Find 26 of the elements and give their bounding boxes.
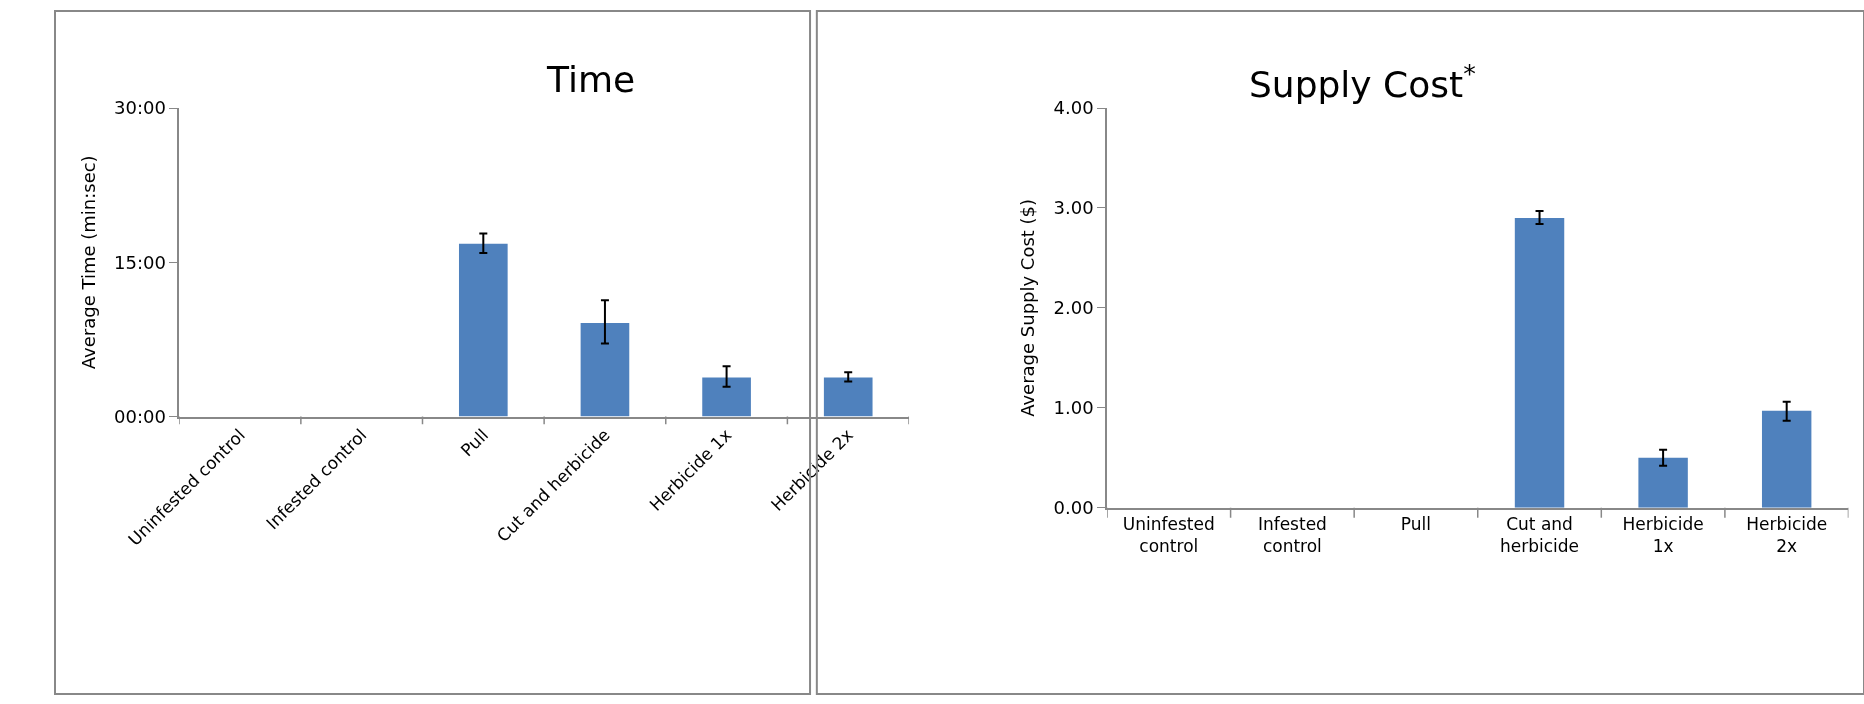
- y-tick-label: 0.00: [1053, 497, 1094, 519]
- bar: [1514, 217, 1565, 508]
- x-tick-label: Infested control: [1257, 513, 1327, 556]
- y-axis-title: Average Time (min:sec): [77, 155, 99, 370]
- bar: [823, 377, 873, 417]
- x-tick-label: Pull: [456, 424, 493, 461]
- bar: [1638, 457, 1688, 508]
- chart-title: Time: [546, 59, 636, 100]
- bar: [702, 377, 751, 417]
- x-tick-label: Pull: [1400, 513, 1432, 534]
- bar: [580, 322, 630, 417]
- x-tick-label: Uninfested control: [1122, 513, 1215, 556]
- y-tick-label: 15:00: [114, 251, 166, 273]
- bar: [458, 243, 508, 417]
- y-tick-label: 2.00: [1053, 297, 1094, 319]
- y-axis-title: Average Supply Cost ($): [1017, 198, 1039, 417]
- y-tick-label: 4.00: [1053, 97, 1094, 119]
- x-tick-label: Herbicide 1x: [1622, 513, 1704, 556]
- x-tick-label: Cut and herbicide: [1500, 513, 1580, 556]
- x-tick-label: Herbicide 2x: [1746, 513, 1828, 556]
- bar: [1761, 410, 1812, 508]
- y-tick-label: 00:00: [114, 405, 166, 427]
- y-tick-label: 30:00: [114, 97, 166, 119]
- chart-title: Supply Cost$^{*}$: [1249, 59, 1476, 106]
- y-tick-label: 3.00: [1053, 197, 1094, 219]
- y-tick-label: 1.00: [1053, 397, 1094, 419]
